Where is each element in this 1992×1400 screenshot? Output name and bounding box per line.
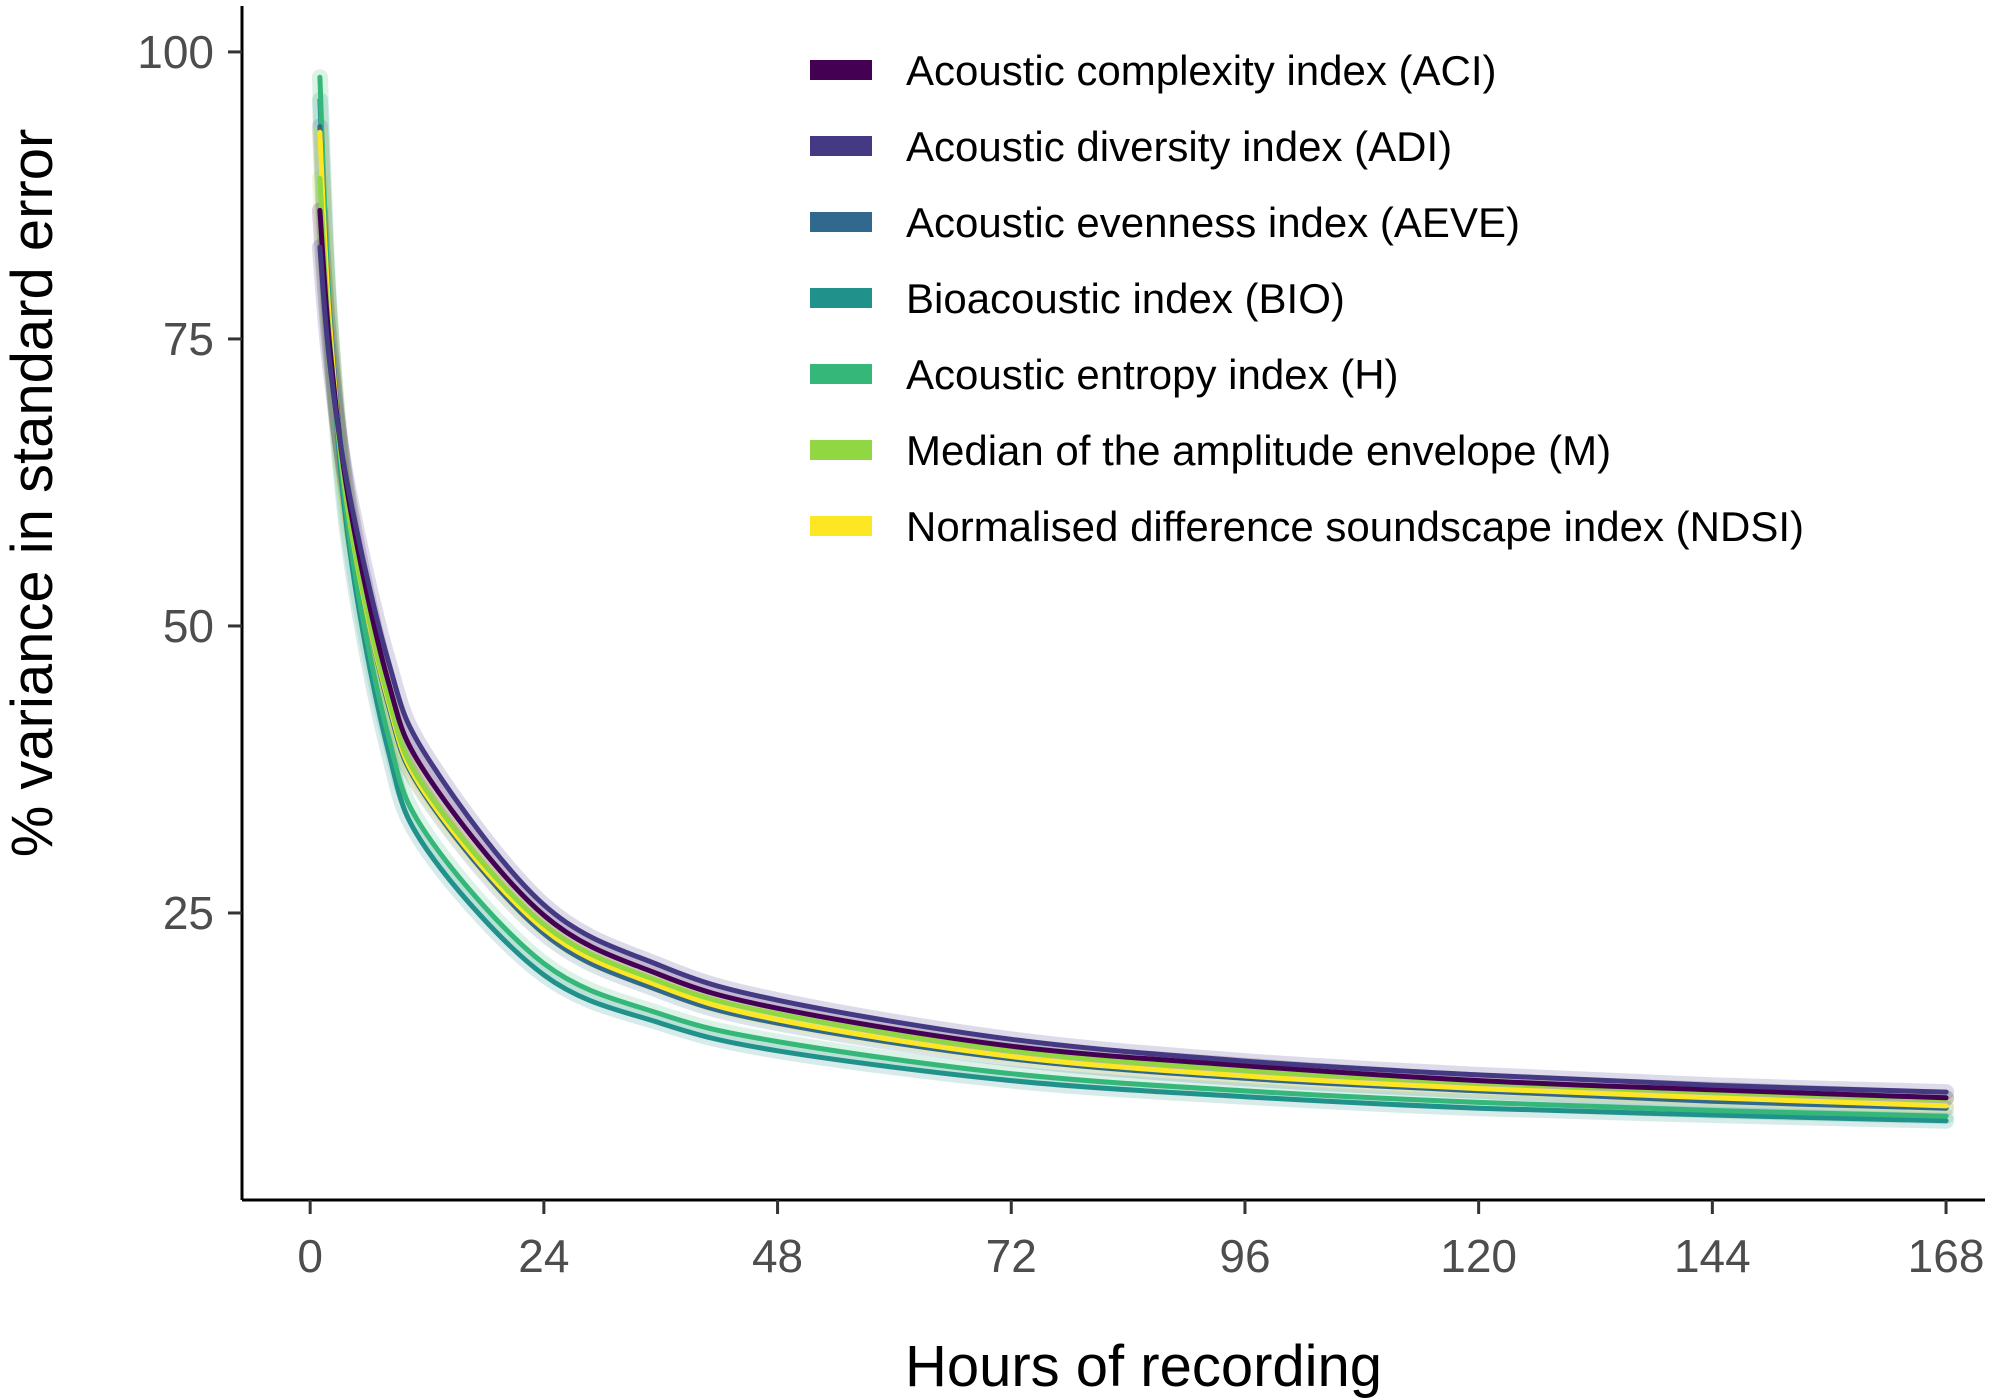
y-tick-label: 25 (163, 887, 214, 939)
legend-swatch (810, 212, 872, 232)
y-tick-label: 100 (137, 26, 214, 78)
x-axis-ticks: 0 24 48 72 96 120 144 168 (297, 1200, 1984, 1282)
y-axis-title: % variance in standard error (0, 129, 65, 858)
series-band (311, 202, 1955, 1106)
series-line (317, 124, 1949, 1111)
series-line (317, 207, 1949, 1101)
legend-label: Bioacoustic index (BIO) (906, 275, 1345, 322)
legend-label: Acoustic evenness index (AEVE) (906, 199, 1520, 246)
legend: Acoustic complexity index (ACI) Acoustic … (810, 47, 1804, 550)
x-tick-label: 0 (297, 1230, 323, 1282)
series-band (311, 118, 1955, 1117)
legend-label: Normalised difference soundscape index (… (906, 503, 1804, 550)
legend-swatch (810, 288, 872, 308)
legend-label: Acoustic entropy index (H) (906, 351, 1399, 398)
x-axis-title: Hours of recording (905, 1334, 1382, 1399)
y-tick-label: 50 (163, 600, 214, 652)
legend-label: Acoustic diversity index (ADI) (906, 123, 1452, 170)
x-tick-label: 120 (1440, 1230, 1517, 1282)
x-tick-label: 144 (1674, 1230, 1751, 1282)
series-line (317, 244, 1949, 1095)
legend-swatch (810, 364, 872, 384)
series-lines (317, 74, 1949, 1124)
legend-swatch (810, 516, 872, 536)
x-tick-label: 24 (518, 1230, 569, 1282)
x-tick-label: 72 (986, 1230, 1037, 1282)
x-tick-label: 168 (1908, 1230, 1985, 1282)
legend-swatch (810, 136, 872, 156)
legend-label: Median of the amplitude envelope (M) (906, 427, 1611, 474)
legend-label: Acoustic complexity index (ACI) (906, 47, 1497, 94)
x-tick-label: 48 (752, 1230, 803, 1282)
y-tick-label: 75 (163, 313, 214, 365)
y-axis-ticks: 25 50 75 100 (137, 26, 242, 939)
legend-swatch (810, 60, 872, 80)
legend-swatch (810, 440, 872, 460)
x-tick-label: 96 (1219, 1230, 1270, 1282)
